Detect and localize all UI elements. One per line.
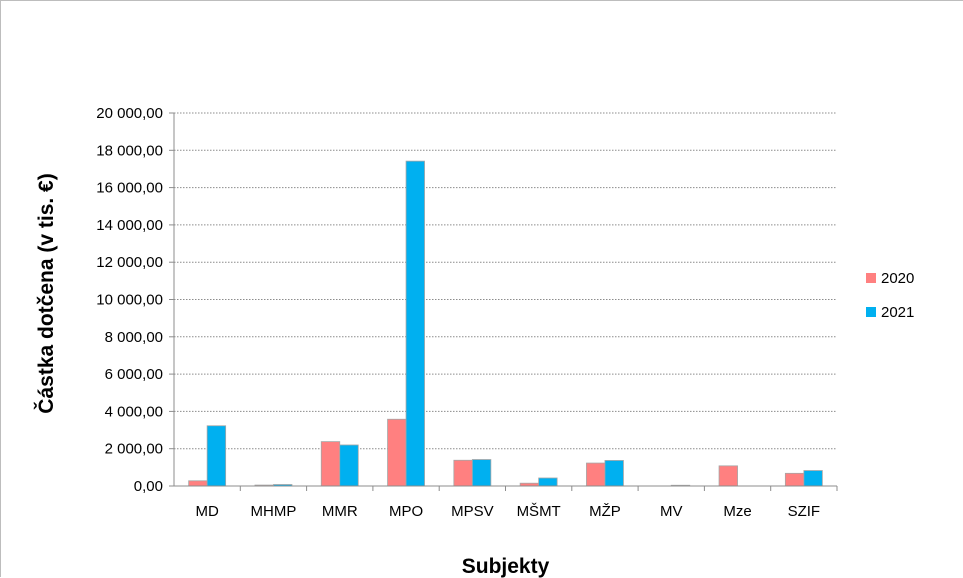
x-tick-label: MPO	[389, 503, 423, 520]
bars	[188, 160, 823, 487]
x-tick-label: MV	[660, 503, 683, 520]
y-tick-label: 0,00	[134, 478, 163, 495]
legend-swatch-2021	[866, 307, 876, 317]
bar-2021-MPSV	[471, 459, 492, 487]
x-tick-label: MD	[195, 503, 218, 520]
y-tick-label: 20 000,00	[96, 105, 163, 122]
y-tick-label: 6 000,00	[105, 366, 163, 383]
bar-2021-MŽP	[604, 460, 624, 487]
legend: 2020 2021	[866, 270, 914, 321]
gridlines	[174, 112, 837, 450]
x-axis-ticks	[239, 486, 838, 491]
bar-2020-MŽP	[586, 462, 606, 487]
bar-2021-MPO	[405, 160, 425, 487]
y-tick-label: 10 000,00	[96, 292, 163, 309]
y-tick-label: 2 000,00	[105, 441, 163, 458]
legend-label-2021: 2021	[881, 304, 914, 321]
bar-2021-SZIF	[803, 470, 823, 487]
x-tick-label: MŽP	[589, 503, 621, 520]
bar-2020-Mze	[718, 465, 738, 487]
x-tick-label: MMR	[322, 503, 358, 520]
bar-2020-MD	[188, 480, 208, 487]
x-tick-label: SZIF	[788, 503, 821, 520]
y-axis-ticks: 0,00 2 000,00 4 000,00 6 000,00 8 000,00 10 0…	[96, 105, 174, 495]
x-axis-labels: MD MHMP MMR MPO MPSV MŠMT MŽP MV Mze SZIF	[195, 503, 820, 520]
legend-label-2020: 2020	[881, 270, 914, 287]
x-tick-label: MHMP	[251, 503, 297, 520]
x-axis-title: Subjekty	[462, 555, 550, 578]
bar-2020-MPO	[387, 418, 407, 487]
y-axis-title: Částka dotčena (v tis. €)	[34, 173, 58, 413]
y-tick-label: 16 000,00	[96, 180, 163, 197]
legend-swatch-2020	[866, 273, 876, 283]
bar-2020-SZIF	[784, 472, 805, 487]
y-tick-label: 18 000,00	[96, 142, 163, 159]
bar-2020-MPSV	[453, 459, 473, 487]
bar-2021-MD	[206, 425, 227, 487]
y-tick-label: 12 000,00	[96, 254, 163, 271]
bar-2020-MMR	[320, 441, 341, 487]
x-tick-label: MŠMT	[517, 503, 561, 520]
x-tick-label: Mze	[723, 503, 751, 520]
x-tick-label: MPSV	[451, 503, 494, 520]
bar-2021-MŠMT	[538, 477, 558, 487]
bar-2021-MMR	[339, 444, 359, 487]
y-tick-label: 4 000,00	[105, 403, 163, 420]
y-tick-label: 8 000,00	[105, 329, 163, 346]
y-tick-label: 14 000,00	[96, 217, 163, 234]
